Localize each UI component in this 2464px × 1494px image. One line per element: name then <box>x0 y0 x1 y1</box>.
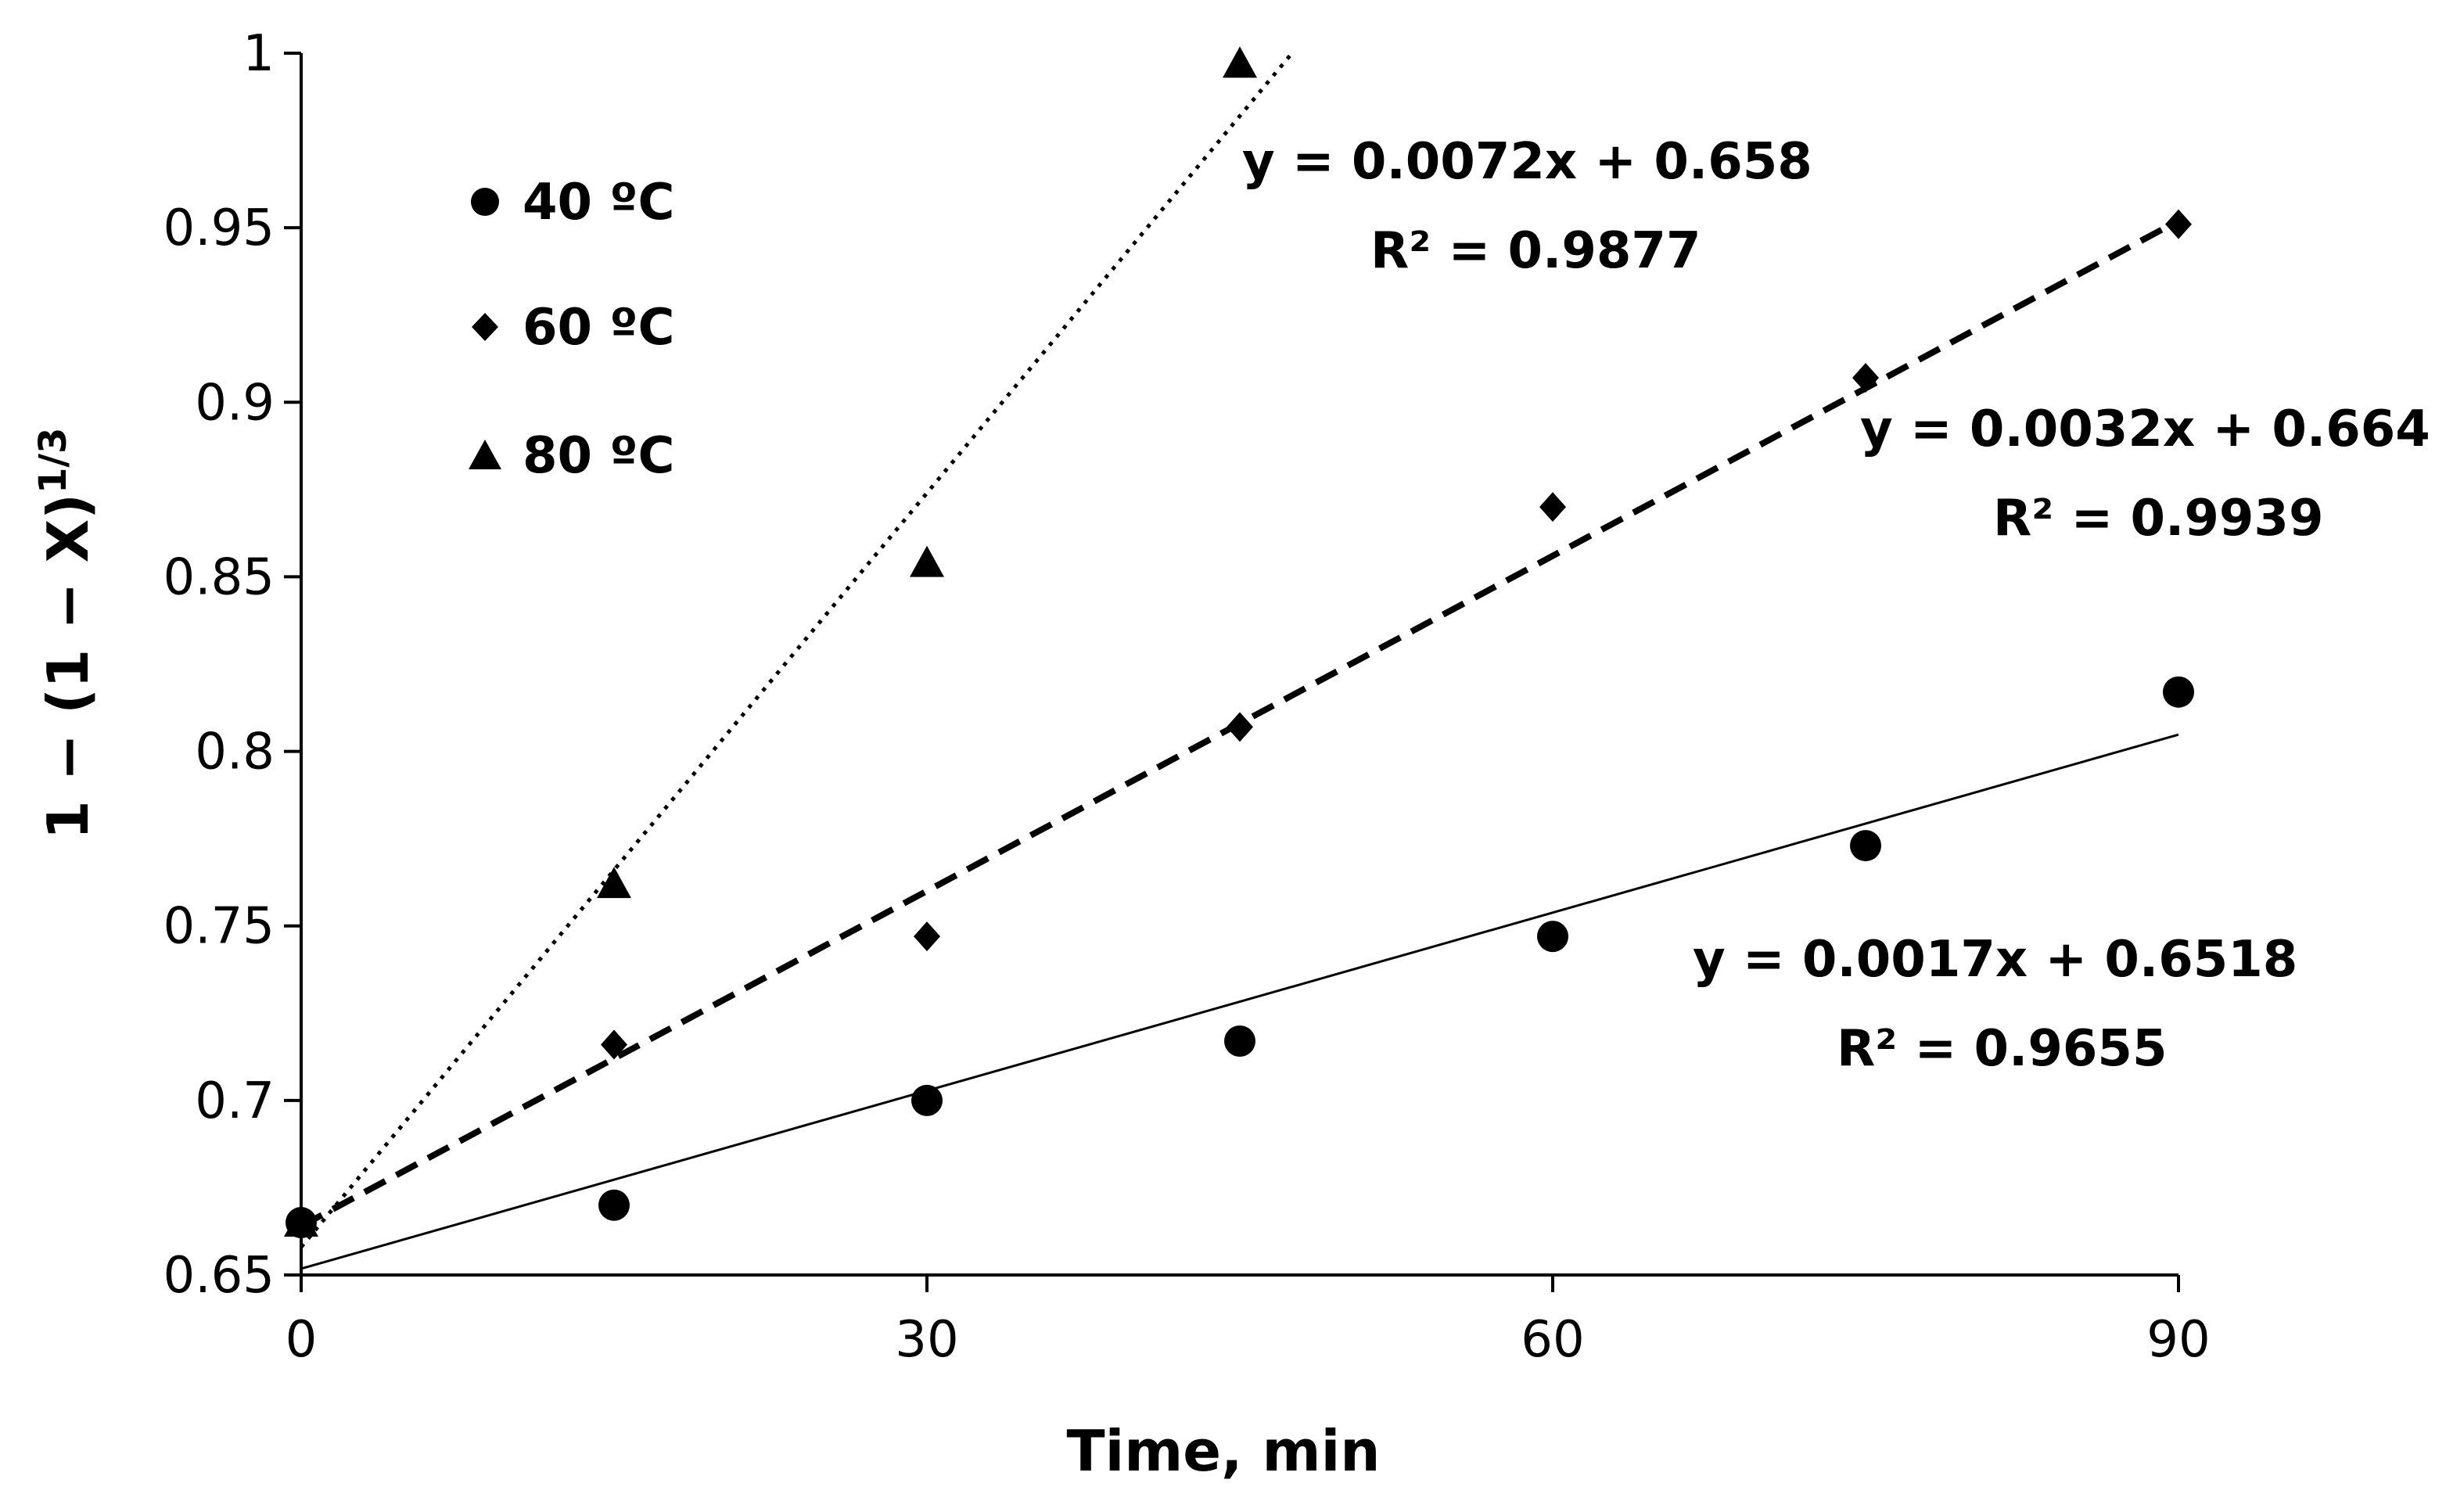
y-tick-label: 0.8 <box>195 724 275 781</box>
y-tick-label: 0.95 <box>163 199 275 257</box>
trendline-series-0 <box>300 733 2179 1270</box>
point-series-2 <box>910 545 944 577</box>
r2-60c: R² = 0.9939 <box>1993 490 2323 548</box>
legend-marker-60c <box>472 313 498 341</box>
point-series-0 <box>911 1084 943 1116</box>
y-tick-label: 0.7 <box>195 1072 275 1130</box>
y-axis-title-group: 1 − (1 − X)1/3 <box>31 428 101 840</box>
y-axis-title: 1 − (1 − X) <box>35 494 101 839</box>
equation-40c: y = 0.0017x + 0.6518 <box>1693 931 2297 989</box>
legend-marker-40c <box>471 188 499 216</box>
fit-lines <box>300 52 2180 1270</box>
point-series-2 <box>1223 46 1257 78</box>
y-axis-title-superscript: 1/3 <box>31 428 75 494</box>
y-tick-label: 0.65 <box>163 1247 275 1305</box>
point-series-0 <box>1537 921 1568 953</box>
y-tick-label: 0.9 <box>195 374 275 432</box>
point-series-0 <box>1224 1025 1255 1057</box>
point-series-0 <box>2163 676 2194 708</box>
point-series-2 <box>284 1205 318 1237</box>
legend-label-40c: 40 ºC <box>523 174 674 232</box>
axes: 0.65 0.7 0.75 0.8 0.85 0.9 0.95 1 0 30 60 90 <box>163 25 2211 1369</box>
point-series-2 <box>597 867 631 899</box>
legend-label-60c: 60 ºC <box>523 299 674 357</box>
data-points <box>284 46 2194 1239</box>
point-series-1 <box>1227 712 1253 742</box>
point-series-1 <box>914 921 940 952</box>
point-series-1 <box>1539 492 1566 523</box>
point-series-1 <box>601 1029 627 1060</box>
x-tick-label: 90 <box>2146 1311 2210 1369</box>
y-tick-label: 1 <box>242 25 275 83</box>
x-tick-label: 0 <box>286 1311 318 1369</box>
legend-marker-80c <box>469 440 501 469</box>
trendline-series-2 <box>300 52 1294 1248</box>
y-tick-label: 0.85 <box>163 548 275 606</box>
x-tick-label: 60 <box>1521 1311 1584 1369</box>
point-series-1 <box>2165 209 2192 239</box>
legend-label-80c: 80 ºC <box>523 427 674 485</box>
point-series-0 <box>598 1189 630 1221</box>
r2-40c: R² = 0.9655 <box>1837 1020 2167 1078</box>
r2-80c: R² = 0.9877 <box>1370 222 1701 280</box>
trendline-equations: y = 0.0072x + 0.658 R² = 0.9877 y = 0.00… <box>1242 133 2430 1078</box>
legend: 40 ºC 60 ºC 80 ºC <box>469 174 674 485</box>
x-axis-title: Time, min <box>1066 1418 1380 1484</box>
y-tick-label: 0.75 <box>163 898 275 956</box>
point-series-0 <box>1850 830 1881 862</box>
svg-text:1 − (1 − X)1/3: 1 − (1 − X)1/3 <box>31 428 101 840</box>
x-tick-label: 30 <box>895 1311 958 1369</box>
equation-80c: y = 0.0072x + 0.658 <box>1242 133 1812 191</box>
point-series-1 <box>1852 363 1879 393</box>
equation-60c: y = 0.0032x + 0.664 <box>1860 400 2430 458</box>
